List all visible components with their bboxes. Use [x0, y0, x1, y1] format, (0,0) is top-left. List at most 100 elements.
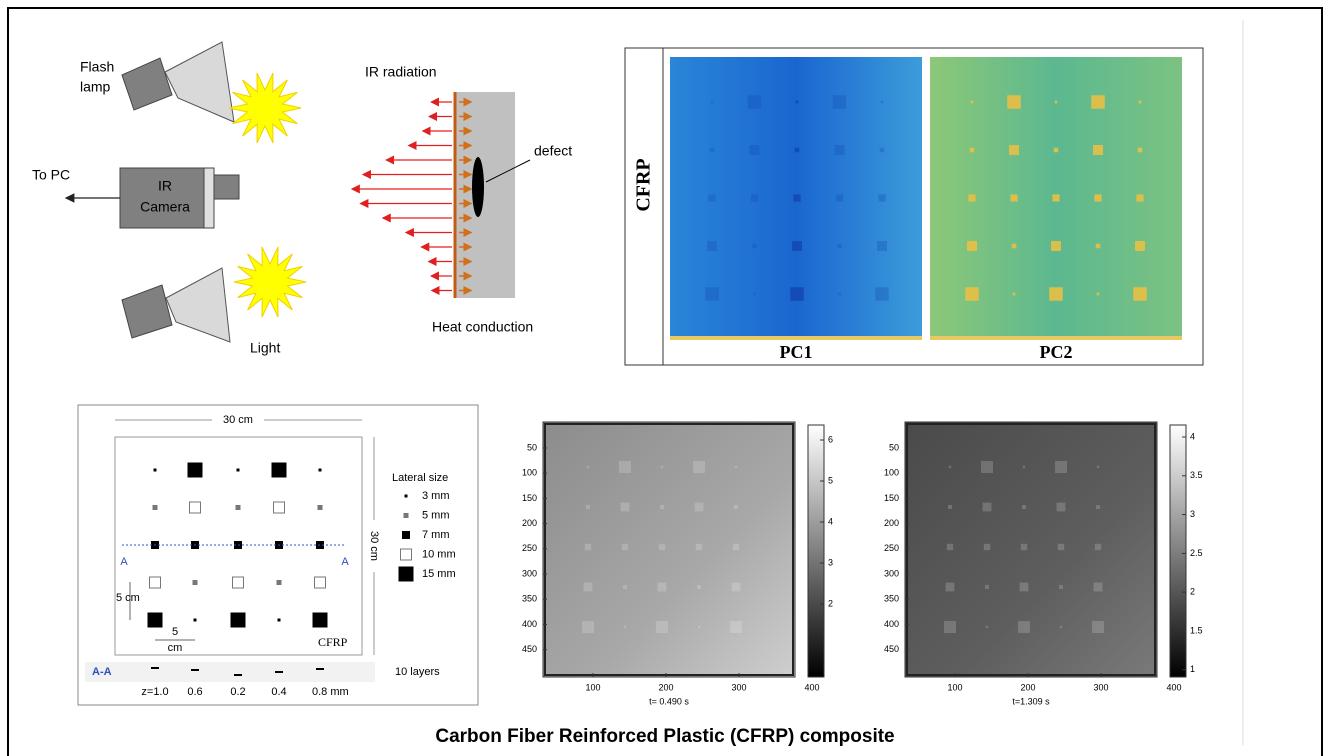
section-mark: A — [341, 556, 349, 568]
thermal-defect — [730, 621, 742, 633]
defect — [472, 157, 484, 217]
thermal-defect — [695, 543, 703, 551]
thermal-defect — [1059, 625, 1063, 629]
thermal-defect — [657, 582, 667, 592]
thermal-defect — [694, 502, 704, 512]
defect-mark — [187, 462, 203, 478]
lamp-cone — [165, 267, 231, 343]
legend-label: 15 mm — [422, 568, 456, 580]
defect-label: defect — [534, 143, 572, 159]
plate-outline — [114, 436, 363, 656]
defect-mark — [312, 612, 328, 628]
pc-defect — [880, 100, 884, 104]
thermal-defect — [584, 543, 592, 551]
pc-defect — [879, 147, 885, 153]
thermal-defect — [697, 625, 701, 629]
thermal-defect — [693, 461, 705, 473]
legend-label: 3 mm — [422, 490, 450, 502]
thermal-defect — [658, 543, 666, 551]
thermal-defect — [948, 505, 952, 509]
camera-lens — [213, 174, 240, 200]
section-strip — [85, 662, 375, 682]
lamp-body — [121, 57, 173, 111]
colorbar-label: 2 — [1190, 587, 1195, 597]
spacing-label: 5 cm — [116, 592, 140, 604]
thermal-defect — [985, 585, 989, 589]
defect-mark — [153, 468, 157, 472]
thermal-defect — [944, 621, 956, 633]
thermogram — [904, 421, 1158, 678]
pc-defect — [878, 194, 886, 202]
defect-mark — [404, 494, 408, 498]
thermal-defect — [660, 465, 664, 469]
dimension-label: 30 cm — [223, 414, 253, 426]
thermal-defect — [1022, 505, 1026, 509]
colorbar-label: 3 — [1190, 509, 1195, 519]
y-tick-label: 450 — [884, 644, 899, 654]
thermal-defect — [586, 505, 590, 509]
thermal-defect — [619, 461, 631, 473]
thermal-defect — [1056, 502, 1066, 512]
colorbar-label: 3 — [828, 557, 833, 567]
thermal-defect — [586, 465, 590, 469]
y-tick-label: 250 — [522, 543, 537, 553]
pc-defect — [837, 243, 842, 249]
thermal-defect — [1094, 543, 1102, 551]
pc-defect — [965, 287, 979, 301]
pc-defect — [793, 194, 801, 202]
figure-caption: Carbon Fiber Reinforced Plastic (CFRP) c… — [435, 726, 894, 747]
thermal-defect — [1057, 543, 1065, 551]
defect-mark — [271, 462, 287, 478]
specimen-plate — [455, 92, 515, 298]
thermogram — [542, 421, 796, 678]
legend-label: 7 mm — [422, 529, 450, 541]
x-tick-label: 200 — [1020, 682, 1035, 692]
pc-defect — [970, 100, 974, 104]
pc-defect — [708, 194, 716, 202]
y-tick-label: 400 — [522, 619, 537, 629]
pc-defect — [1054, 100, 1058, 104]
pc-defect — [1095, 243, 1101, 249]
x-tick-label: 100 — [585, 682, 600, 692]
defect-mark — [318, 468, 322, 472]
thermal-defect — [985, 625, 989, 629]
y-tick-label: 300 — [522, 568, 537, 578]
thermal-defect — [734, 465, 738, 469]
x-tick-label: 400 — [804, 682, 819, 692]
pc-defect — [1136, 194, 1144, 202]
thermal-defect — [1018, 621, 1030, 633]
colorbar — [807, 424, 825, 678]
y-tick-label: 250 — [884, 543, 899, 553]
defect-mark — [276, 580, 282, 585]
thermal-defect — [732, 543, 740, 551]
thermal-defect — [946, 543, 954, 551]
thermogram-border — [906, 423, 1156, 676]
pc-defect — [1094, 194, 1102, 202]
camera-label: Camera — [140, 199, 190, 215]
frame — [7, 7, 1323, 756]
y-tick-label: 200 — [884, 518, 899, 528]
pc-defect — [1010, 194, 1018, 202]
conduction-label: Heat conduction — [432, 319, 533, 335]
leader — [485, 159, 531, 183]
pc-defect — [832, 95, 847, 109]
dimension-label: 30 cm — [368, 531, 380, 561]
lamp-cone — [164, 41, 235, 123]
pc-defect — [1135, 241, 1145, 251]
pc-defect — [1138, 100, 1142, 104]
pc-label: PC1 — [780, 342, 813, 362]
defect-mark — [273, 501, 285, 514]
pc-defect — [1007, 95, 1021, 109]
depth-label: 0.2 — [230, 686, 245, 698]
section-mark: A — [120, 556, 128, 568]
y-tick-label: 50 — [889, 442, 899, 452]
colorbar-label: 4 — [1190, 431, 1195, 441]
camera-label: IR — [158, 178, 172, 194]
thermal-defect — [982, 502, 992, 512]
legend-label: 10 mm — [422, 548, 456, 560]
depth-label: 0.8 mm — [312, 686, 349, 698]
pc-defect — [1052, 194, 1060, 202]
y-tick-label: 200 — [522, 518, 537, 528]
defect-mark — [230, 612, 246, 628]
